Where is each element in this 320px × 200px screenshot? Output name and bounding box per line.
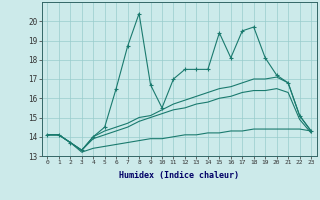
X-axis label: Humidex (Indice chaleur): Humidex (Indice chaleur) (119, 171, 239, 180)
